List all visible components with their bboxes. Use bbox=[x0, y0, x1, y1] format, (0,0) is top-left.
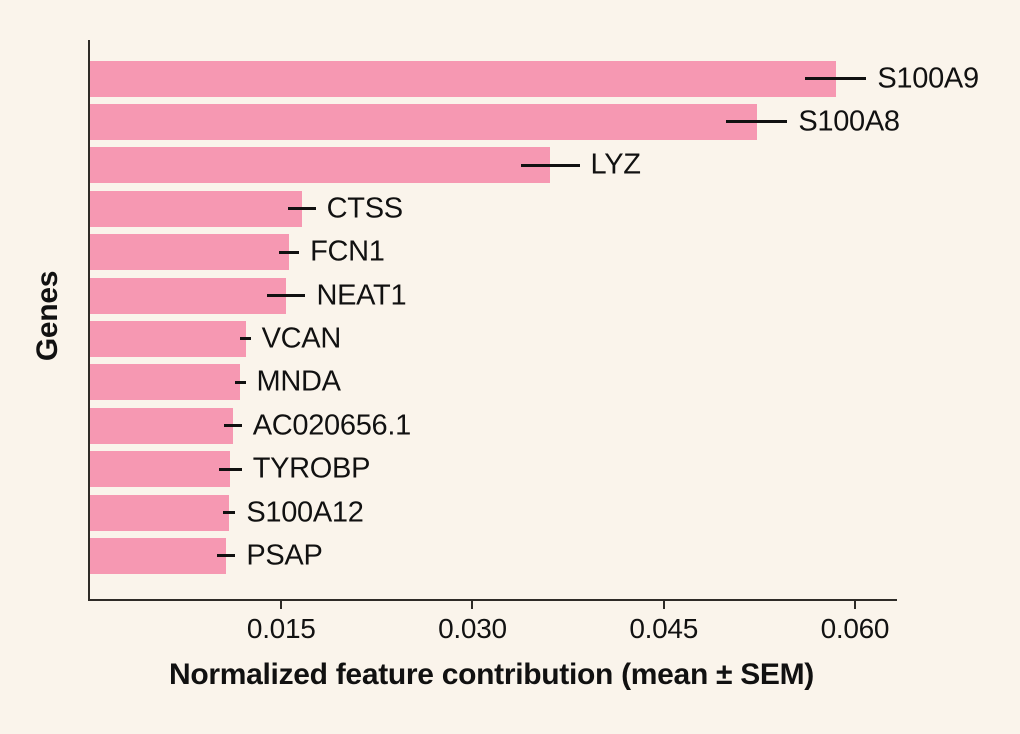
bar bbox=[90, 190, 302, 227]
gene-label: CTSS bbox=[326, 192, 403, 225]
bar bbox=[90, 320, 246, 357]
bar bbox=[90, 451, 231, 488]
gene-label: S100A9 bbox=[877, 62, 979, 94]
x-tick-label: 0.045 bbox=[629, 613, 698, 644]
gene-label: VCAN bbox=[261, 322, 342, 355]
bar-row-mnda: MNDA bbox=[90, 364, 897, 401]
bar bbox=[90, 364, 241, 401]
bar-row-ctss: CTSS bbox=[90, 190, 897, 227]
x-tick-mark bbox=[280, 601, 283, 609]
bar-row-tyrobp: TYROBP bbox=[90, 451, 897, 488]
error-bar bbox=[218, 467, 242, 471]
error-bar bbox=[267, 294, 306, 297]
bar bbox=[90, 234, 289, 271]
plot-area: S100A9 S100A8 LYZ CTSS FCN1 NEAT1 VCAN MNDA AC02… bbox=[88, 40, 979, 644]
error-bar bbox=[235, 380, 246, 384]
y-axis-title: Genes bbox=[31, 270, 64, 362]
bar-row-s100a8: S100A8 bbox=[90, 103, 900, 140]
bar bbox=[90, 103, 757, 140]
gene-label: NEAT1 bbox=[316, 279, 407, 311]
bar-row-s100a12: S100A12 bbox=[90, 494, 897, 531]
bar bbox=[90, 407, 233, 444]
bar bbox=[90, 60, 836, 97]
x-tick-label: 0.030 bbox=[438, 613, 507, 644]
x-axis-title: Normalized feature contribution (mean ± … bbox=[169, 658, 814, 691]
error-bar bbox=[240, 337, 251, 341]
bar-row-lyz: LYZ bbox=[90, 147, 897, 184]
bar-row-psap: PSAP bbox=[90, 537, 897, 574]
gene-label: MNDA bbox=[256, 365, 341, 398]
bar bbox=[90, 277, 287, 314]
bar bbox=[90, 494, 229, 531]
bar-row-fcn1: FCN1 bbox=[90, 234, 897, 271]
x-tick-mark bbox=[662, 601, 665, 609]
error-bar bbox=[805, 77, 867, 80]
gene-label: S100A12 bbox=[246, 496, 364, 528]
x-tick-mark bbox=[471, 601, 474, 609]
error-bar bbox=[278, 250, 300, 254]
x-tick-mark bbox=[853, 601, 856, 609]
x-tick-label: 0.015 bbox=[246, 613, 316, 644]
gene-label: TYROBP bbox=[252, 452, 371, 485]
x-tick-label: 0.060 bbox=[820, 613, 890, 644]
bar-row-s100a9: S100A9 bbox=[90, 60, 979, 97]
bar-row-neat1: NEAT1 bbox=[90, 277, 897, 314]
bar bbox=[90, 537, 227, 574]
gene-label: AC020656.1 bbox=[252, 409, 412, 442]
bar-row-vcan: VCAN bbox=[90, 320, 897, 357]
error-bar bbox=[726, 120, 788, 124]
error-bar bbox=[287, 207, 316, 211]
error-bar bbox=[217, 554, 236, 558]
error-bar bbox=[520, 163, 580, 167]
error-bar bbox=[222, 511, 236, 514]
gene-label: LYZ bbox=[590, 148, 641, 181]
gene-label: S100A8 bbox=[798, 105, 900, 138]
gene-label: PSAP bbox=[246, 539, 323, 572]
bar-row-ac020656-1: AC020656.1 bbox=[90, 407, 897, 444]
error-bar bbox=[223, 424, 242, 428]
bar bbox=[90, 147, 551, 184]
gene-label: FCN1 bbox=[310, 235, 385, 268]
